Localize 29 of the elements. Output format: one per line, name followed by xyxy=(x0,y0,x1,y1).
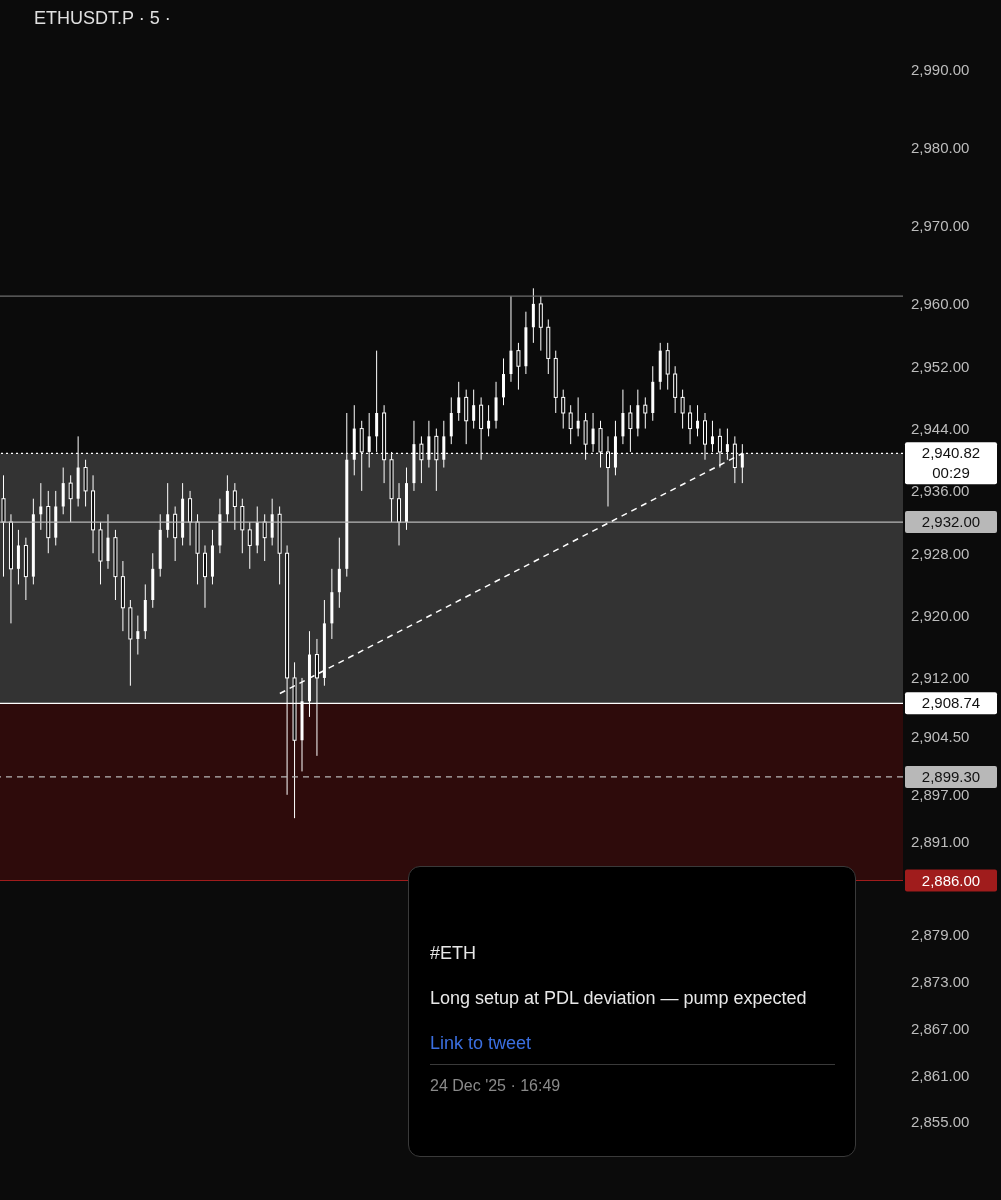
y-tick-label: 2,920.00 xyxy=(911,606,970,624)
chart-title: ETHUSDT.P · 5 · xyxy=(34,8,171,29)
annotation: #ETH xyxy=(430,943,477,964)
y-tick-label: 2,855.00 xyxy=(911,1113,970,1131)
y-tick-label: 2,936.00 xyxy=(911,482,970,500)
y-tick-label: 2,904.50 xyxy=(911,727,970,745)
y-tick-label: 2,980.00 xyxy=(911,139,970,157)
y-tick-label: 2,879.00 xyxy=(911,926,970,944)
y-tick-label: 2,867.00 xyxy=(911,1019,970,1037)
y-tick-label: 2,990.00 xyxy=(911,61,970,79)
y-tick-label: 2,960.00 xyxy=(911,295,970,313)
text: 00:29 xyxy=(932,464,970,482)
y-tick-label: 2,952.00 xyxy=(911,357,970,375)
y-tick-label: 2,912.00 xyxy=(911,669,970,687)
y-tick-label: 2,891.00 xyxy=(911,832,970,850)
y-tick-label: 2,970.00 xyxy=(911,217,970,235)
y-tick-label: 2,861.00 xyxy=(911,1066,970,1084)
annotation: 24 Dec '25 · 16:49 xyxy=(430,1064,835,1095)
ref-line-label: 2,940.82 xyxy=(921,444,981,462)
annotation: Long setup at PDL deviation — pump expected xyxy=(430,988,808,1009)
ref-line-label: 2,886.00 xyxy=(921,871,981,889)
annotation: Link to tweet xyxy=(430,1033,533,1054)
y-tick-label: 2,944.00 xyxy=(911,419,970,437)
ref-line-label: 2,899.30 xyxy=(921,767,981,785)
y-tick-label: 2,873.00 xyxy=(911,973,970,991)
y-tick-label: 2,897.00 xyxy=(911,786,970,804)
ref-line-label: 2,932.00 xyxy=(921,513,981,531)
y-tick-label: 2,928.00 xyxy=(911,544,970,562)
ref-line-label: 2,908.74 xyxy=(921,694,981,712)
